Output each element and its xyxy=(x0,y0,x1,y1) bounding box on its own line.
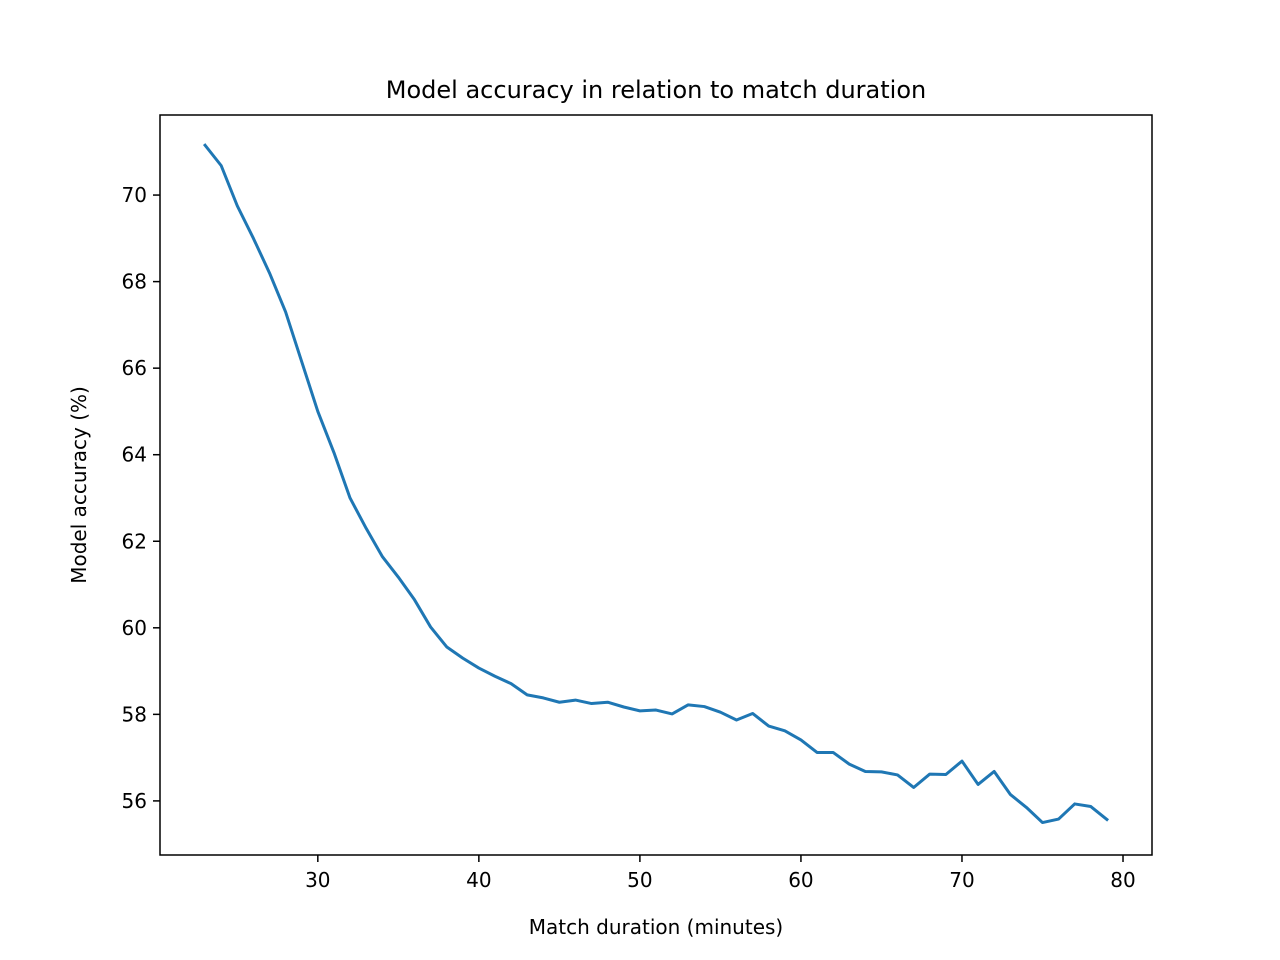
y-tick-label: 58 xyxy=(122,702,147,726)
y-tick-label: 70 xyxy=(122,183,147,207)
chart-title: Model accuracy in relation to match dura… xyxy=(386,76,926,104)
x-tick-label: 30 xyxy=(305,868,330,892)
y-tick-label: 66 xyxy=(122,356,147,380)
axes-frame xyxy=(159,114,1153,856)
x-tick-label: 40 xyxy=(466,868,491,892)
y-tick-label: 68 xyxy=(122,270,147,294)
y-axis-label: Model accuracy (%) xyxy=(67,386,91,584)
x-tick-label: 70 xyxy=(949,868,974,892)
plot-area xyxy=(202,143,1110,825)
y-tick-label: 56 xyxy=(122,789,147,813)
x-axis-ticks: 30 40 50 60 70 80 xyxy=(305,855,1136,892)
y-tick-label: 62 xyxy=(122,529,147,553)
x-tick-label: 50 xyxy=(627,868,652,892)
y-tick-label: 64 xyxy=(122,443,147,467)
y-axis-ticks: 56 58 60 62 64 66 68 70 xyxy=(122,183,160,813)
y-tick-label: 60 xyxy=(122,616,147,640)
series-line-1 xyxy=(202,143,1110,825)
x-tick-label: 60 xyxy=(788,868,813,892)
x-tick-label: 80 xyxy=(1110,868,1135,892)
x-axis-label: Match duration (minutes) xyxy=(529,915,783,939)
